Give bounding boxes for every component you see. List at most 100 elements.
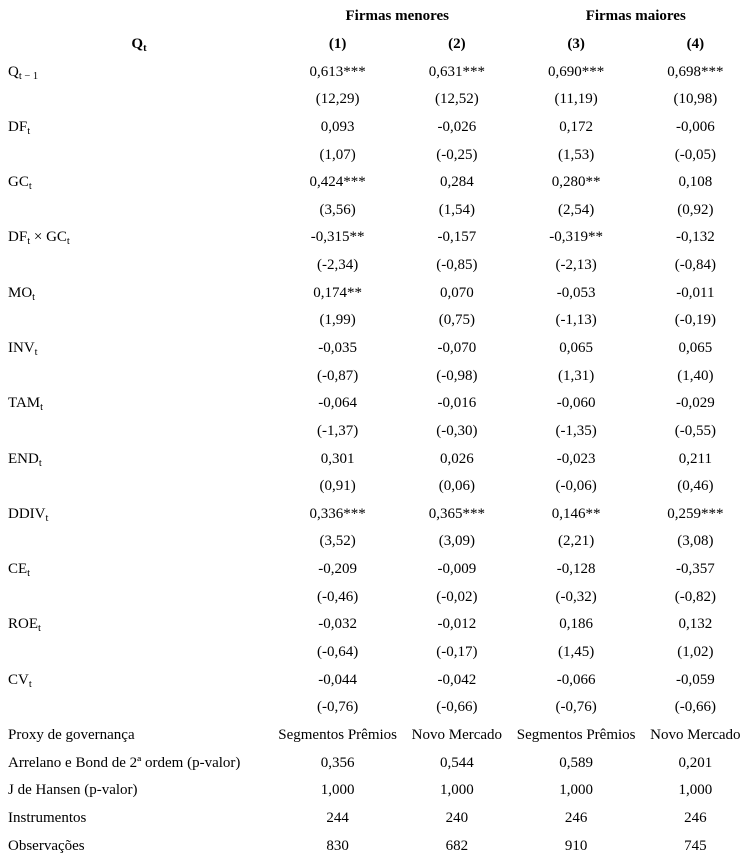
- coefficient-cell: 0,613***: [309, 63, 366, 80]
- tstat-cell: (-0,76): [555, 699, 597, 716]
- tstat-row: (-0,64) (-0,17) (1,45) (1,02): [0, 639, 755, 667]
- tstat-cell: (-0,05): [674, 146, 716, 163]
- column-header-2: (2): [448, 35, 466, 52]
- coefficient-cell: -0,035: [318, 340, 357, 356]
- coefficient-cell: 0,301: [320, 450, 355, 467]
- summary-value-cell: 682: [445, 837, 469, 854]
- summary-value-cell: 240: [445, 809, 469, 826]
- tstat-cell: (1,07): [319, 146, 356, 163]
- tstat-cell: (0,06): [438, 478, 475, 495]
- tstat-cell: (1,31): [558, 367, 595, 384]
- coefficient-cell: -0,319**: [549, 229, 603, 246]
- tstat-cell: (-0,55): [674, 422, 716, 439]
- tstat-cell: (-2,34): [317, 257, 359, 274]
- coefficient-cell: 0,065: [559, 340, 593, 356]
- column-header-1: (1): [328, 35, 347, 52]
- tstat-cell: (3,09): [438, 533, 475, 550]
- coefficient-cell: -0,059: [676, 671, 715, 688]
- variable-label: TAMt: [8, 395, 44, 414]
- tstat-cell: (-0,66): [674, 699, 716, 716]
- coefficient-cell: 0,365***: [428, 505, 485, 522]
- coefficient-row: DFt 0,093 -0,026 0,172 -0,006: [0, 114, 755, 142]
- variable-label: INVt: [8, 340, 38, 358]
- tstat-cell: (1,99): [319, 312, 356, 329]
- summary-value-cell: Novo Mercado: [650, 726, 741, 743]
- coefficient-cell: -0,053: [556, 284, 596, 301]
- tstat-cell: (-0,02): [436, 588, 478, 605]
- tstat-cell: (0,91): [319, 478, 356, 495]
- tstat-cell: (1,02): [677, 644, 714, 661]
- summary-label: Observações: [8, 837, 85, 854]
- tstat-row: (3,52) (3,09) (2,21) (3,08): [0, 528, 755, 556]
- tstat-cell: (-0,98): [436, 367, 478, 384]
- tstat-cell: (-0,76): [317, 699, 359, 716]
- variable-label: DFt × GCt: [8, 229, 70, 248]
- coefficient-cell: -0,006: [676, 118, 715, 135]
- coefficient-cell: 0,631***: [428, 63, 485, 80]
- coefficient-cell: 0,172: [559, 118, 593, 135]
- dependent-variable-label: Qt: [0, 36, 278, 54]
- tstat-cell: (-2,13): [555, 257, 597, 274]
- tstat-cell: (-0,84): [674, 257, 716, 274]
- coefficient-cell: -0,023: [556, 450, 596, 467]
- tstat-cell: (3,52): [319, 533, 356, 550]
- coefficient-cell: -0,066: [556, 671, 596, 688]
- column-header-row: Qt (1) (2) (3) (4): [0, 31, 755, 59]
- summary-row: Arrelano e Bond de 2ª ordem (p-valor) 0,3…: [0, 749, 755, 777]
- coefficient-cell: 0,174**: [313, 284, 362, 301]
- coefficient-row: TAMt -0,064 -0,016 -0,060 -0,029: [0, 390, 755, 418]
- tstat-cell: (1,40): [677, 367, 714, 384]
- tstat-cell: (3,56): [319, 201, 356, 218]
- tstat-cell: (11,19): [554, 91, 598, 108]
- tstat-cell: (-0,66): [436, 699, 478, 716]
- summary-row: Instrumentos 244 240 246 246: [0, 805, 755, 833]
- summary-value-cell: 830: [326, 837, 349, 854]
- variable-label: ENDt: [8, 450, 42, 469]
- coefficient-cell: 0,026: [440, 450, 474, 467]
- coefficient-cell: -0,042: [437, 671, 477, 688]
- variable-label: MOt: [8, 284, 36, 303]
- tstat-cell: (3,08): [677, 533, 714, 550]
- coefficient-row: GCt 0,424*** 0,284 0,280** 0,108: [0, 169, 755, 197]
- summary-value-cell: Segmentos Prêmios: [516, 726, 636, 743]
- summary-value-cell: Segmentos Prêmios: [278, 726, 397, 743]
- table-body: Qt − 1 0,613*** 0,631*** 0,690*** 0,698*** (1…: [0, 58, 755, 860]
- tstat-cell: (-0,17): [436, 644, 478, 661]
- coefficient-cell: -0,026: [437, 118, 477, 135]
- tstat-cell: (1,45): [558, 644, 595, 661]
- coefficient-cell: -0,209: [318, 561, 357, 578]
- tstat-cell: (-0,46): [317, 588, 359, 605]
- coefficient-cell: -0,128: [556, 561, 596, 578]
- tstat-row: (-0,87) (-0,98) (1,31) (1,40): [0, 362, 755, 390]
- tstat-cell: (0,46): [677, 478, 714, 495]
- summary-value-cell: 1,000: [559, 782, 593, 799]
- coefficient-cell: -0,029: [676, 395, 715, 412]
- tstat-cell: (12,52): [435, 91, 479, 108]
- tstat-cell: (-0,82): [674, 588, 716, 605]
- dependent-variable-sub: t: [143, 42, 147, 54]
- tstat-row: (12,29) (12,52) (11,19) (10,98): [0, 86, 755, 114]
- variable-label: Qt − 1: [8, 63, 39, 82]
- tstat-row: (-0,76) (-0,66) (-0,76) (-0,66): [0, 694, 755, 722]
- tstat-cell: (-0,19): [674, 312, 716, 329]
- coefficient-cell: 0,690***: [548, 63, 605, 80]
- coefficient-cell: -0,012: [437, 616, 477, 633]
- summary-value-cell: Novo Mercado: [411, 726, 503, 743]
- summary-label: Proxy de governança: [8, 726, 135, 743]
- summary-value-cell: 910: [564, 837, 588, 854]
- coefficient-cell: 0,284: [440, 174, 474, 191]
- summary-row: Proxy de governança Segmentos Prêmios Novo…: [0, 722, 755, 750]
- summary-value-cell: 0,544: [440, 754, 474, 771]
- tstat-cell: (12,29): [315, 91, 360, 108]
- summary-value-cell: 0,356: [320, 754, 355, 771]
- coefficient-cell: 0,070: [440, 284, 474, 301]
- coefficient-row: ENDt 0,301 0,026 -0,023 0,211: [0, 445, 755, 473]
- coefficient-cell: -0,060: [556, 395, 596, 412]
- coefficient-cell: -0,315**: [310, 229, 365, 246]
- coefficient-cell: 0,146**: [551, 505, 601, 522]
- coefficient-row: ROEt -0,032 -0,012 0,186 0,132: [0, 611, 755, 639]
- summary-value-cell: 0,201: [678, 754, 713, 771]
- tstat-row: (1,07) (-0,25) (1,53) (-0,05): [0, 141, 755, 169]
- summary-value-cell: 1,000: [678, 782, 713, 799]
